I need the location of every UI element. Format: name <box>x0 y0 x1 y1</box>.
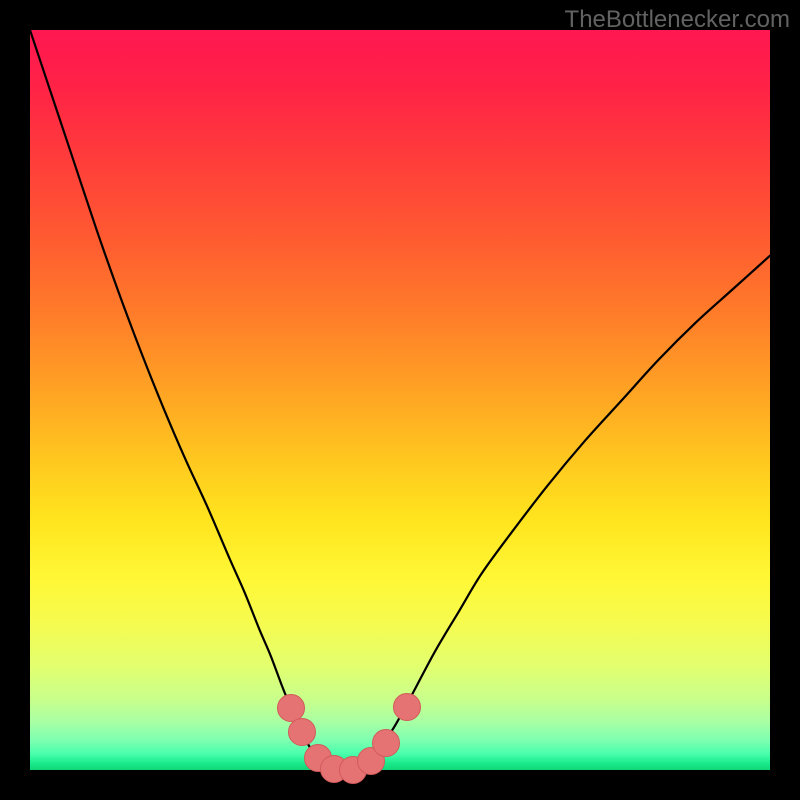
highlight-marker <box>288 718 316 746</box>
bottleneck-curve <box>0 0 800 800</box>
bottleneck-chart-figure: TheBottlenecker.com <box>0 0 800 800</box>
bottleneck-curve-path <box>30 30 770 770</box>
watermark-text: TheBottlenecker.com <box>565 6 790 34</box>
highlight-marker <box>372 729 400 757</box>
